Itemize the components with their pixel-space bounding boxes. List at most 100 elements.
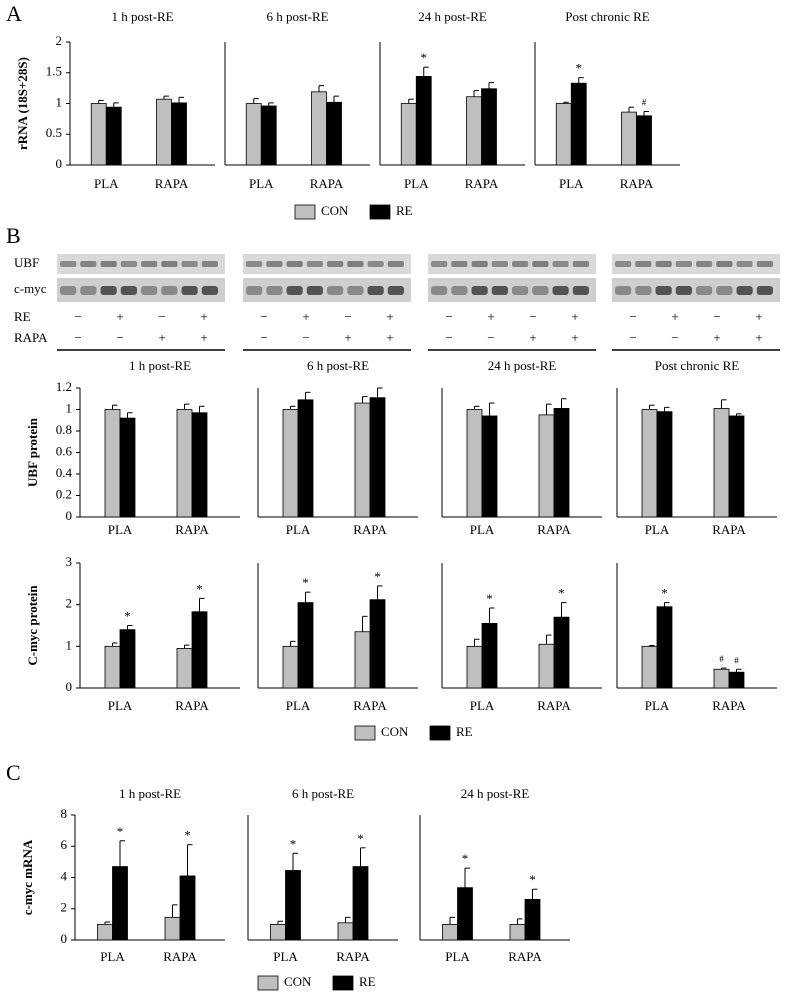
blot-band [655, 261, 672, 267]
chart-title: 24 h post-RE [461, 786, 530, 801]
bar [509, 923, 526, 941]
bar [553, 616, 570, 689]
bar [270, 923, 286, 941]
blot-band [387, 261, 404, 267]
blot-sign: − [158, 309, 165, 324]
significance-marker: * [421, 50, 428, 65]
bar [538, 414, 555, 518]
blot-band [512, 286, 529, 295]
blot-band [201, 261, 218, 267]
blot-band [532, 286, 549, 295]
bar [337, 922, 354, 941]
blot-band [615, 286, 632, 295]
significance-marker: * [529, 872, 536, 887]
blot-sign: + [158, 330, 165, 345]
blot-sign: − [260, 330, 267, 345]
bar [176, 648, 193, 689]
blot-sign: + [571, 309, 578, 324]
y-tick-label: 0.4 [56, 465, 73, 480]
blot-band [161, 286, 178, 295]
bar [656, 411, 673, 518]
bar [282, 645, 299, 689]
blot-band [675, 261, 692, 267]
y-tick-label: 2 [61, 900, 68, 915]
blot-band [572, 286, 589, 295]
blot-band [347, 286, 364, 295]
y-tick-label: 0 [56, 156, 63, 171]
blot-sign: + [302, 309, 309, 324]
y-tick-label: 0.6 [56, 443, 73, 458]
x-tick-label: PLA [404, 176, 429, 191]
x-tick-label: RAPA [712, 698, 746, 713]
blot-band [246, 286, 263, 295]
bar [119, 417, 136, 518]
blot-band [532, 261, 549, 267]
x-tick-label: RAPA [508, 949, 542, 964]
y-tick-label: 4 [61, 868, 68, 883]
chart-title: Post chronic RE [655, 358, 740, 373]
blot-band [387, 286, 404, 295]
chart-title: Post chronic RE [565, 9, 650, 24]
blot-band [471, 261, 488, 267]
bar [641, 645, 658, 689]
legend-swatch [354, 725, 376, 741]
blot-band [60, 286, 77, 295]
bar [524, 898, 541, 941]
significance-marker: * [184, 828, 191, 843]
bar [176, 409, 193, 518]
chart-title: 6 h post-RE [266, 9, 328, 24]
blot-sign: − [629, 330, 636, 345]
blot-band [552, 261, 569, 267]
blot-band [756, 286, 773, 295]
y-axis-label: rRNA (18S+28S) [15, 57, 30, 150]
blot-band [491, 261, 508, 267]
x-tick-label: PLA [645, 522, 670, 537]
blot-sign: − [74, 330, 81, 345]
chart-title: 1 h post-RE [111, 9, 173, 24]
blot-band [451, 286, 468, 295]
x-tick-label: PLA [645, 698, 670, 713]
bar [119, 629, 136, 689]
bar [728, 671, 745, 689]
bar [457, 887, 473, 941]
blot-band [615, 261, 632, 267]
y-tick-label: 8 [61, 806, 68, 821]
significance-marker: * [486, 591, 493, 606]
chart-title: 24 h post-RE [418, 9, 487, 24]
blot-band [80, 286, 97, 295]
x-tick-label: PLA [445, 949, 470, 964]
bar [285, 870, 301, 941]
x-tick-label: PLA [273, 949, 298, 964]
blot-condition-label: RE [14, 309, 31, 324]
y-tick-label: 1.5 [46, 64, 62, 79]
blot-band [286, 286, 303, 295]
blot-band [431, 286, 448, 295]
bar [104, 409, 121, 518]
blot-row-label: UBF [14, 255, 39, 270]
bar [415, 76, 432, 166]
blot-sign: − [445, 309, 452, 324]
blot-sign: + [671, 309, 678, 324]
blot-band [286, 261, 303, 267]
bar [728, 415, 745, 518]
bar [621, 111, 637, 166]
bar [164, 916, 181, 941]
bar [369, 599, 386, 689]
bar [90, 103, 107, 166]
significance-marker: # [734, 655, 739, 665]
x-tick-label: RAPA [620, 176, 654, 191]
blot-sign: − [529, 309, 536, 324]
x-tick-label: PLA [249, 176, 274, 191]
y-axis-label: C-myc protein [25, 585, 40, 666]
chart-title: 1 h post-RE [129, 358, 191, 373]
blot-band [100, 286, 117, 295]
blot-band [161, 261, 178, 267]
blot-sign: + [713, 330, 720, 345]
panel-letter: A [6, 1, 22, 26]
blot-band [266, 286, 283, 295]
blot-sign: − [713, 309, 720, 324]
bar [311, 91, 327, 166]
blot-band [491, 286, 508, 295]
bar [656, 606, 673, 689]
blot-sign: + [755, 330, 762, 345]
